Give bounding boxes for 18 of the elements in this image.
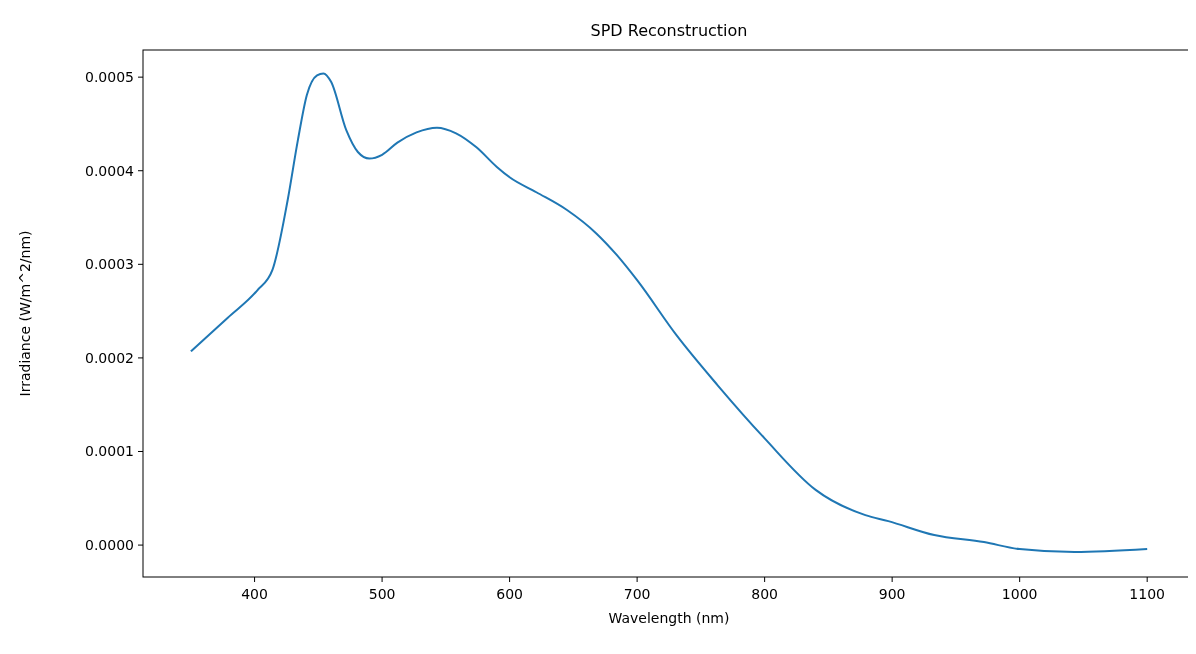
x-tick-label: 500: [368, 586, 396, 602]
x-tick-label: 1100: [1129, 586, 1165, 602]
x-tick-label: 800: [751, 586, 778, 602]
y-tick-label: 0.0000: [85, 536, 134, 553]
y-tick-label: 0.0005: [85, 69, 134, 86]
y-tick-label: 0.0004: [85, 162, 135, 179]
x-tick-label: 700: [623, 586, 651, 602]
y-axis-title: Irradiance (W/m^2/nm): [17, 230, 33, 397]
chart-title: SPD Reconstruction: [590, 21, 748, 40]
y-tick-label: 0.0003: [85, 256, 134, 273]
x-tick-label: 1000: [1001, 586, 1038, 602]
x-tick-label: 600: [496, 586, 523, 602]
line-series: [189, 72, 1149, 554]
y-tick-label: 0.0002: [85, 349, 134, 366]
x-tick-label: 900: [878, 586, 906, 602]
y-tick-label: 0.0001: [85, 443, 134, 460]
x-tick-label: 400: [241, 586, 268, 602]
x-axis-title: Wavelength (nm): [608, 610, 730, 626]
